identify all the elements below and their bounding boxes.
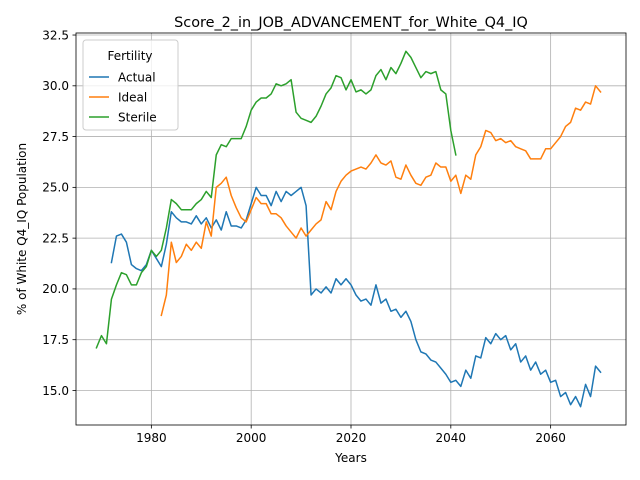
series-line-actual <box>110 186 602 408</box>
x-tick-label: 2040 <box>436 431 467 445</box>
series-layer <box>95 50 602 408</box>
y-tick-label: 30.0 <box>42 79 69 93</box>
y-tick-label: 15.0 <box>42 384 69 398</box>
series-line-ideal <box>160 85 602 317</box>
y-axis-label: % of White Q4_IQ Population <box>15 143 29 315</box>
legend-title: Fertility <box>107 49 152 63</box>
y-tick-label: 25.0 <box>42 181 69 195</box>
y-tick-label: 17.5 <box>42 333 69 347</box>
legend-label-sterile: Sterile <box>118 110 157 124</box>
x-axis-label: Years <box>334 451 367 465</box>
x-tick-label: 2000 <box>236 431 267 445</box>
x-tick-label: 1980 <box>136 431 167 445</box>
x-tick-label: 2020 <box>336 431 367 445</box>
y-tick-label: 20.0 <box>42 282 69 296</box>
chart-title: Score_2_in_JOB_ADVANCEMENT_for_White_Q4_… <box>174 15 528 31</box>
y-tick-label: 22.5 <box>42 231 69 245</box>
y-axis: 15.0 17.5 20.0 22.5 25.0 27.5 30.0 32.5 <box>42 28 76 398</box>
series-line-sterile <box>95 50 457 349</box>
legend-label-actual: Actual <box>118 70 156 84</box>
legend-box <box>82 39 179 131</box>
y-tick-label: 27.5 <box>42 130 69 144</box>
x-axis: 1980 2000 2020 2040 2060 <box>136 425 566 445</box>
grid-lines <box>76 33 626 425</box>
y-tick-label: 32.5 <box>42 28 69 42</box>
legend-label-ideal: Ideal <box>118 90 147 104</box>
x-tick-label: 2060 <box>535 431 566 445</box>
legend: Fertility Actual Ideal Sterile <box>82 39 179 131</box>
